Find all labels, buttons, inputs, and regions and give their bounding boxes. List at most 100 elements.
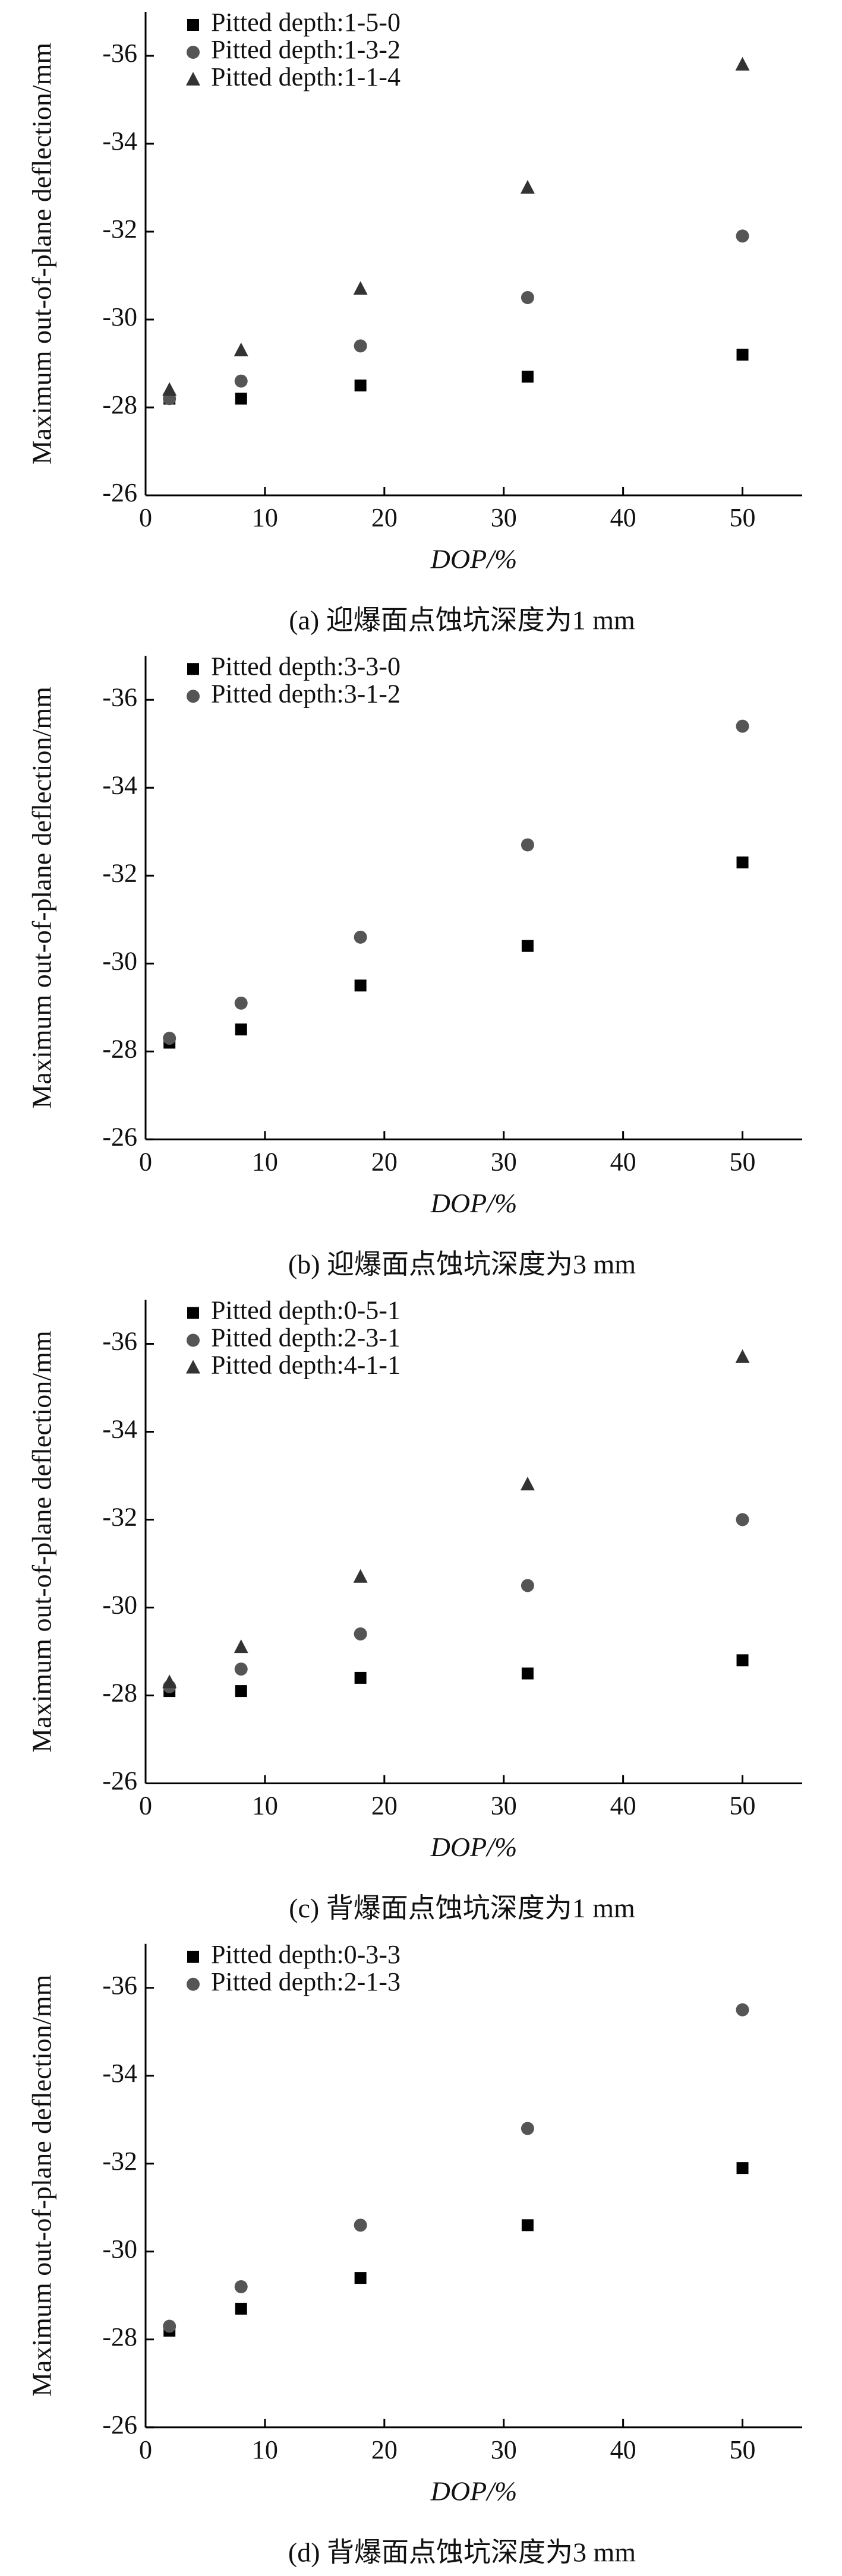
legend-label: Pitted depth:2-1-3 bbox=[211, 1967, 400, 1996]
legend-marker bbox=[187, 1951, 199, 1963]
x-tick-label: 0 bbox=[139, 2435, 152, 2464]
caption: (c) 背爆面点蚀坑深度为1 mm bbox=[289, 1893, 635, 1923]
y-axis-label: Maximum out-of-plane deflection/mm bbox=[27, 43, 57, 464]
marker-square bbox=[235, 393, 247, 405]
legend-marker bbox=[187, 1333, 200, 1347]
caption: (a) 迎爆面点蚀坑深度为1 mm bbox=[289, 605, 635, 636]
x-tick-label: 40 bbox=[610, 2435, 636, 2464]
marker-circle bbox=[521, 838, 534, 852]
chart-panel: -26 -28 -30 -32 -34 -36 0 10 20 30 40 50 Maximum out… bbox=[27, 8, 802, 636]
y-tick-label: -26 bbox=[102, 478, 137, 507]
y-tick-label: -30 bbox=[102, 1591, 137, 1620]
marker-triangle bbox=[234, 1639, 248, 1654]
x-tick-label: 10 bbox=[252, 503, 278, 532]
x-tick-label: 10 bbox=[252, 2435, 278, 2464]
y-tick-label: -34 bbox=[102, 1415, 137, 1444]
y-tick-label: -26 bbox=[102, 2410, 137, 2439]
y-axis-label: Maximum out-of-plane deflection/mm bbox=[27, 1974, 57, 2396]
x-tick-label: 0 bbox=[139, 1791, 152, 1820]
marker-circle bbox=[234, 2280, 248, 2293]
legend-marker bbox=[186, 1360, 200, 1374]
marker-square bbox=[354, 2272, 367, 2284]
x-tick-label: 20 bbox=[371, 1791, 398, 1820]
legend-marker bbox=[187, 19, 199, 31]
x-axis-label: DOP/% bbox=[430, 2476, 518, 2506]
marker-square bbox=[521, 2219, 534, 2232]
x-tick-label: 20 bbox=[371, 503, 398, 532]
marker-square bbox=[354, 380, 367, 391]
y-tick-label: -36 bbox=[102, 39, 137, 68]
marker-circle bbox=[234, 996, 248, 1010]
marker-circle bbox=[736, 229, 749, 243]
x-axis-label: DOP/% bbox=[430, 544, 518, 574]
y-tick-label: -36 bbox=[102, 1971, 137, 2000]
legend-label: Pitted depth:1-3-2 bbox=[211, 35, 400, 64]
marker-circle bbox=[354, 2218, 367, 2232]
x-tick-label: 50 bbox=[730, 1791, 756, 1820]
y-tick-label: -30 bbox=[102, 2234, 137, 2264]
marker-square bbox=[521, 371, 534, 383]
marker-triangle bbox=[735, 56, 750, 71]
legend-marker bbox=[187, 690, 200, 703]
y-tick-label: -32 bbox=[102, 858, 137, 887]
marker-triangle bbox=[520, 180, 535, 194]
marker-square bbox=[354, 1671, 367, 1684]
marker-triangle bbox=[735, 1349, 750, 1363]
y-tick-label: -34 bbox=[102, 770, 137, 799]
marker-circle bbox=[736, 719, 749, 733]
y-tick-label: -36 bbox=[102, 1327, 137, 1356]
y-tick-label: -26 bbox=[102, 1122, 137, 1151]
y-tick-label: -28 bbox=[102, 390, 137, 419]
x-tick-label: 40 bbox=[610, 1147, 636, 1176]
x-tick-label: 30 bbox=[491, 1147, 517, 1176]
y-tick-label: -30 bbox=[102, 302, 137, 331]
x-tick-label: 0 bbox=[139, 503, 152, 532]
marker-circle bbox=[163, 1032, 176, 1045]
marker-square bbox=[235, 2302, 247, 2315]
y-axis-label: Maximum out-of-plane deflection/mm bbox=[27, 1330, 57, 1752]
marker-circle bbox=[521, 1579, 534, 1592]
marker-square bbox=[521, 1667, 534, 1680]
marker-circle bbox=[234, 374, 248, 388]
legend-label: Pitted depth:0-5-1 bbox=[211, 1296, 400, 1325]
legend-label: Pitted depth:1-5-0 bbox=[211, 8, 400, 37]
legend-label: Pitted depth:3-3-0 bbox=[211, 652, 400, 681]
y-tick-label: -34 bbox=[102, 127, 137, 156]
marker-circle bbox=[354, 930, 367, 944]
y-tick-label: -28 bbox=[102, 1679, 137, 1708]
marker-square bbox=[235, 1685, 247, 1698]
legend-marker bbox=[187, 663, 199, 675]
legend-label: Pitted depth:4-1-1 bbox=[211, 1351, 400, 1380]
x-tick-label: 50 bbox=[730, 1147, 756, 1176]
x-tick-label: 30 bbox=[491, 1791, 517, 1820]
marker-circle bbox=[354, 339, 367, 353]
marker-triangle bbox=[234, 342, 248, 356]
caption: (d) 背爆面点蚀坑深度为3 mm bbox=[288, 2537, 636, 2567]
x-tick-label: 30 bbox=[491, 2435, 517, 2464]
chart-panel: -26 -28 -30 -32 -34 -36 0 10 20 30 40 50 Maximum out… bbox=[27, 1940, 802, 2567]
marker-circle bbox=[521, 291, 534, 304]
x-axis-label: DOP/% bbox=[430, 1832, 518, 1862]
marker-circle bbox=[736, 2003, 749, 2016]
marker-circle bbox=[354, 1627, 367, 1641]
legend-label: Pitted depth:3-1-2 bbox=[211, 679, 400, 708]
marker-triangle bbox=[353, 1569, 368, 1583]
y-tick-label: -32 bbox=[102, 2147, 137, 2176]
y-axis-label: Maximum out-of-plane deflection/mm bbox=[27, 687, 57, 1108]
marker-triangle bbox=[162, 382, 177, 396]
legend-label: Pitted depth:0-3-3 bbox=[211, 1940, 400, 1969]
legend-marker bbox=[187, 1307, 199, 1319]
y-tick-label: -36 bbox=[102, 682, 137, 712]
chart-panel: -26 -28 -30 -32 -34 -36 0 10 20 30 40 50 Maximum out… bbox=[27, 1296, 802, 1923]
x-tick-label: 10 bbox=[252, 1791, 278, 1820]
x-tick-label: 30 bbox=[491, 503, 517, 532]
y-tick-label: -34 bbox=[102, 2059, 137, 2088]
chart-panel: -26 -28 -30 -32 -34 -36 0 10 20 30 40 50 Maximum out… bbox=[27, 652, 802, 1279]
x-tick-label: 40 bbox=[610, 1791, 636, 1820]
marker-circle bbox=[521, 2122, 534, 2135]
legend-label: Pitted depth:1-1-4 bbox=[211, 62, 400, 91]
marker-square bbox=[736, 349, 749, 361]
legend-marker bbox=[187, 46, 200, 59]
marker-triangle bbox=[520, 1477, 535, 1491]
